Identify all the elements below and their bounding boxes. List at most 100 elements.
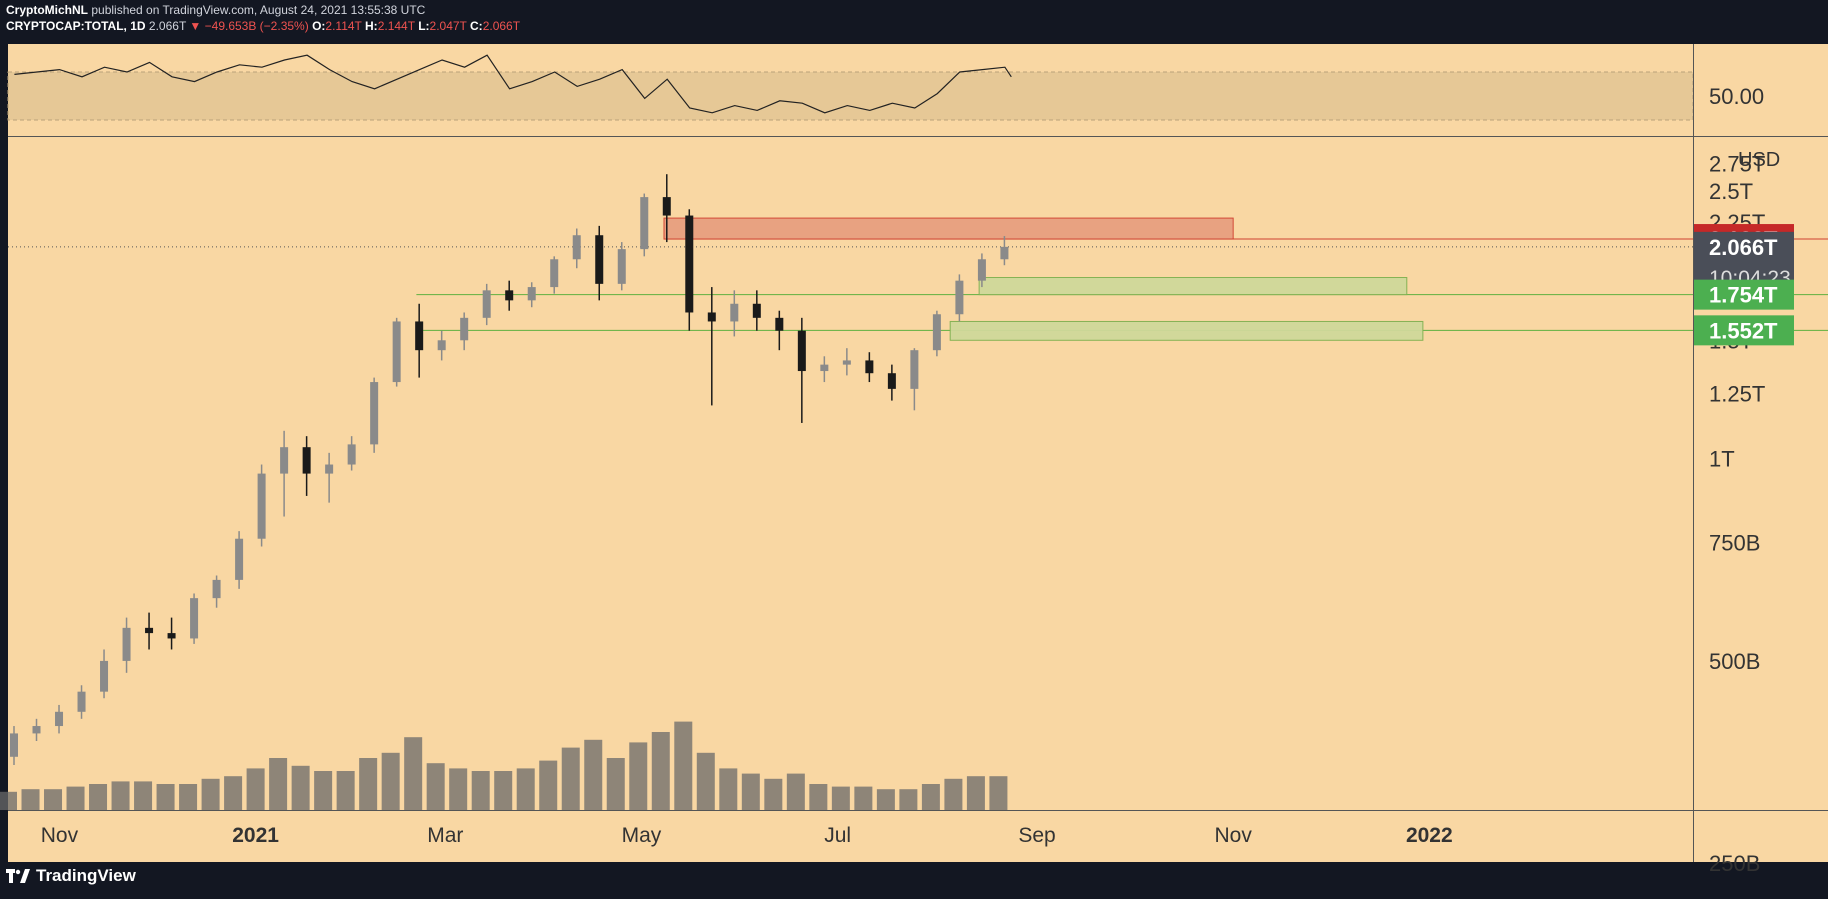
candle-body xyxy=(167,633,176,639)
candle-body xyxy=(527,287,536,301)
volume-bar xyxy=(561,747,580,810)
volume-bar xyxy=(269,758,288,810)
candle-body xyxy=(325,464,334,474)
author-name[interactable]: CryptoMichNL xyxy=(6,3,88,17)
volume-bar xyxy=(426,763,445,810)
volume-bar xyxy=(201,778,220,810)
open-label: O: xyxy=(312,19,326,33)
candle-body xyxy=(482,290,491,318)
x-tick-label: Nov xyxy=(1214,824,1252,847)
candle-body xyxy=(347,444,356,465)
volume-bar xyxy=(0,791,17,810)
volume-bar xyxy=(606,758,625,810)
volume-bar xyxy=(471,771,490,810)
x-tick-label: Sep xyxy=(1018,824,1055,847)
candle-body xyxy=(617,249,626,284)
y-tick-label: 2.5T xyxy=(1709,179,1753,204)
volume-bar xyxy=(921,784,940,810)
axes-layer: 2.75T2.5T2.25T1.75T1.5T1.25T1T750B500B25… xyxy=(8,44,1828,876)
tradingview-brand[interactable]: TradingView xyxy=(6,866,136,886)
candle-body xyxy=(797,330,806,372)
candle-body xyxy=(302,447,311,474)
change-value: ▼ −49.653B (−2.35%) xyxy=(189,19,309,33)
candle-body xyxy=(865,360,874,374)
y-tick-label: 250B xyxy=(1709,851,1760,876)
candle-body xyxy=(415,321,424,351)
candle-body xyxy=(145,627,154,634)
oscillator-panel: 50.00 xyxy=(7,54,1828,137)
candle-body xyxy=(122,627,131,661)
volume-bar xyxy=(876,789,895,810)
volume-bar xyxy=(944,778,963,810)
candle-body xyxy=(640,197,649,250)
volume-bar xyxy=(831,786,850,810)
y-tick-label: 2.75T xyxy=(1709,151,1765,176)
volume-bar xyxy=(156,784,175,810)
symbol-label[interactable]: CRYPTOCAP:TOTAL, 1D xyxy=(6,19,146,33)
x-tick-label: Jul xyxy=(824,824,851,847)
oscillator-line xyxy=(14,54,1012,114)
tradingview-logo-icon xyxy=(6,869,30,883)
price-label-support-1: 1.754T xyxy=(1709,283,1778,308)
volume-bar xyxy=(404,737,423,810)
candle-body xyxy=(280,447,289,474)
volume-bar xyxy=(224,776,243,810)
x-tick-label: 2022 xyxy=(1406,824,1453,847)
candle-body xyxy=(257,473,266,539)
volume-bar xyxy=(719,768,738,810)
low-value: 2.047T xyxy=(429,19,467,33)
candle-body xyxy=(550,259,559,288)
candle-body xyxy=(685,215,694,313)
high-value: 2.144T xyxy=(377,19,415,33)
volume-layer xyxy=(0,721,1008,810)
volume-bar xyxy=(854,786,873,810)
brand-name: TradingView xyxy=(36,866,136,885)
candles-layer xyxy=(10,174,1009,766)
volume-bar xyxy=(111,781,130,810)
volume-bar xyxy=(899,789,918,810)
volume-bar xyxy=(89,784,108,810)
last-value: 2.066T xyxy=(148,19,187,33)
volume-bar xyxy=(134,781,153,810)
close-value: 2.066T xyxy=(482,19,521,33)
candle-body xyxy=(977,259,986,281)
candle-body xyxy=(572,235,581,260)
candle-body xyxy=(505,290,514,301)
publish-line: CryptoMichNL published on TradingView.co… xyxy=(6,3,425,17)
support-zone xyxy=(949,320,1424,341)
volume-bar xyxy=(539,760,558,810)
y-tick-label: 1.25T xyxy=(1709,382,1765,407)
volume-bar xyxy=(966,776,985,810)
x-tick-label: May xyxy=(622,824,662,847)
candle-body xyxy=(55,711,64,727)
volume-bar xyxy=(786,773,805,810)
y-tick-label: 750B xyxy=(1709,531,1760,556)
price-label-support-2-bg xyxy=(1694,315,1794,346)
volume-bar xyxy=(516,768,535,810)
support-zone xyxy=(978,277,1408,296)
low-label: L: xyxy=(418,19,430,33)
candle-body xyxy=(32,726,41,734)
volume-bar xyxy=(44,789,63,810)
candle-body xyxy=(887,373,896,389)
price-label-last: 2.066T xyxy=(1709,235,1778,260)
candle-body xyxy=(842,360,851,365)
price-label-support-1-bg xyxy=(1694,279,1794,310)
volume-bar xyxy=(21,789,40,810)
ohlc-legend: CRYPTOCAP:TOTAL, 1D 2.066T ▼ −49.653B (−… xyxy=(6,19,520,33)
volume-bar xyxy=(179,784,198,810)
candle-body xyxy=(77,691,86,712)
candle-body xyxy=(460,317,469,341)
volume-bar xyxy=(584,739,603,810)
candle-body xyxy=(775,317,784,331)
volume-bar xyxy=(696,752,715,810)
open-value: 2.114T xyxy=(325,19,362,33)
published-text: published on TradingView.com, August 24,… xyxy=(91,3,426,17)
candle-body xyxy=(212,579,221,599)
price-label-support-2: 1.552T xyxy=(1709,318,1778,343)
candle-body xyxy=(662,197,671,216)
candle-body xyxy=(820,364,829,372)
high-label: H: xyxy=(365,19,378,33)
